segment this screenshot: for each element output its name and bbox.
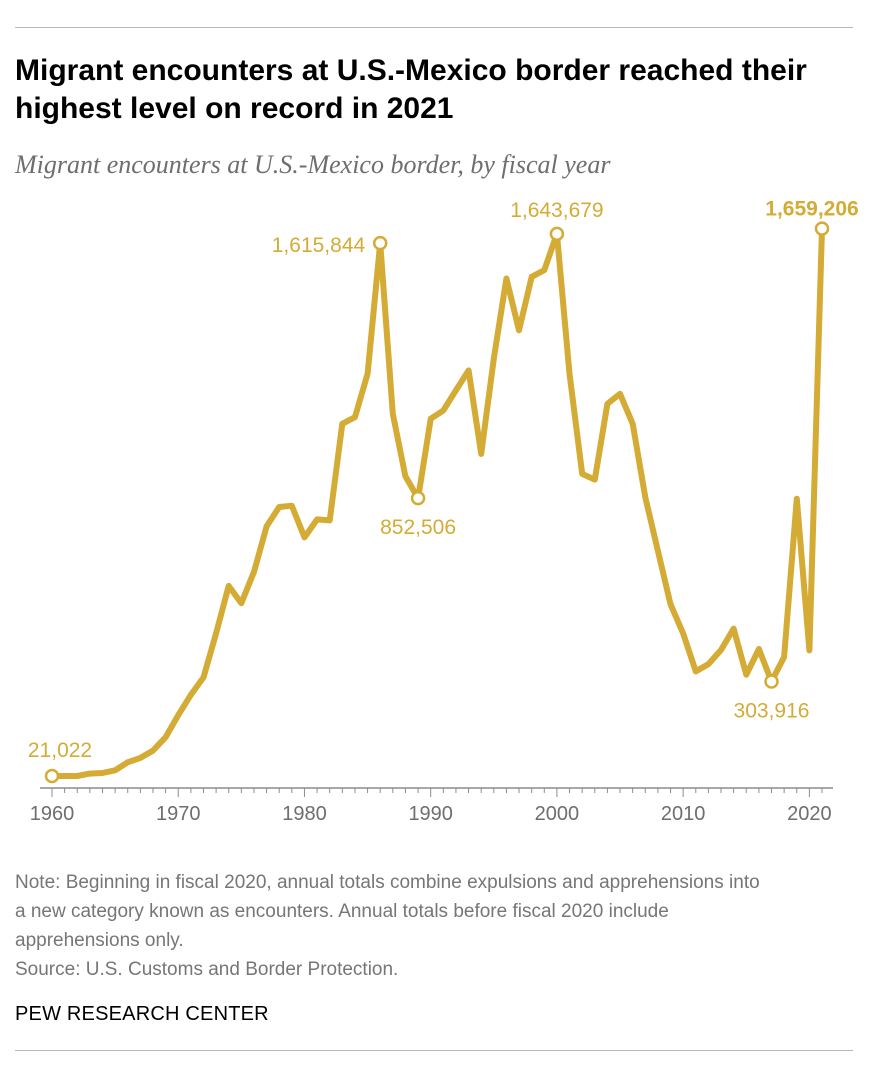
- x-tick-label: 1990: [408, 803, 453, 825]
- data-label: 1,659,206: [765, 200, 858, 221]
- x-tick-label: 1980: [282, 803, 327, 825]
- brand-logo-text: PEW RESEARCH CENTER: [15, 1003, 269, 1025]
- data-point-marker: [372, 235, 388, 251]
- x-tick-label: 1970: [156, 803, 201, 825]
- data-point-marker: [549, 226, 565, 242]
- top-rule: [15, 27, 853, 28]
- bottom-rule: [15, 1050, 853, 1051]
- note-text: Note: Beginning in fiscal 2020, annual t…: [15, 872, 760, 951]
- data-point-marker: [410, 490, 426, 506]
- chart-notes: Note: Beginning in fiscal 2020, annual t…: [15, 868, 775, 984]
- series-line: [49, 225, 825, 779]
- data-point-marker: [814, 221, 830, 236]
- data-point-marker: [44, 768, 60, 784]
- data-label: 21,022: [28, 739, 92, 762]
- data-label: 303,916: [734, 699, 810, 722]
- line-chart: 1960 1970 1980 1990 2000 2010 2020 21,022 1,615,…: [28, 200, 859, 825]
- data-point-marker: [764, 674, 779, 689]
- x-tick-label: 2010: [661, 803, 706, 825]
- chart-title: Migrant encounters at U.S.-Mexico border…: [15, 54, 807, 125]
- x-tick-label: 2000: [535, 803, 580, 825]
- x-tick-label: 2020: [787, 803, 832, 825]
- data-label: 852,506: [380, 516, 456, 539]
- data-label: 1,615,844: [272, 234, 366, 257]
- source-text: Source: U.S. Customs and Border Protecti…: [15, 959, 399, 980]
- chart-subtitle: Migrant encounters at U.S.-Mexico border…: [15, 150, 611, 179]
- data-label: 1,643,679: [510, 200, 603, 222]
- x-tick-label: 1960: [30, 803, 75, 825]
